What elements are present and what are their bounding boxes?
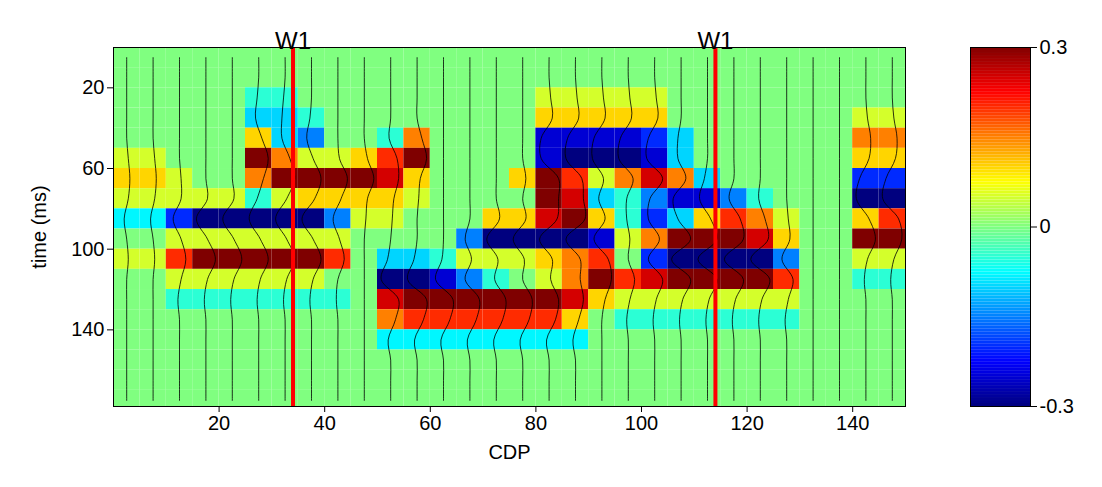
svg-text:120: 120 <box>730 412 763 434</box>
svg-text:100: 100 <box>625 412 658 434</box>
svg-text:140: 140 <box>836 412 869 434</box>
svg-text:W1: W1 <box>275 27 311 54</box>
svg-text:60: 60 <box>419 412 441 434</box>
svg-text:-0.3: -0.3 <box>1040 395 1074 417</box>
svg-text:0: 0 <box>1040 215 1051 237</box>
svg-text:W1: W1 <box>697 27 733 54</box>
svg-text:60: 60 <box>82 157 104 179</box>
svg-text:20: 20 <box>208 412 230 434</box>
svg-text:time (ms): time (ms) <box>28 185 50 268</box>
svg-text:20: 20 <box>82 76 104 98</box>
svg-text:0.3: 0.3 <box>1040 36 1068 58</box>
svg-text:40: 40 <box>314 412 336 434</box>
svg-text:CDP: CDP <box>488 441 530 463</box>
svg-text:100: 100 <box>71 238 104 260</box>
svg-text:140: 140 <box>71 318 104 340</box>
svg-text:80: 80 <box>525 412 547 434</box>
